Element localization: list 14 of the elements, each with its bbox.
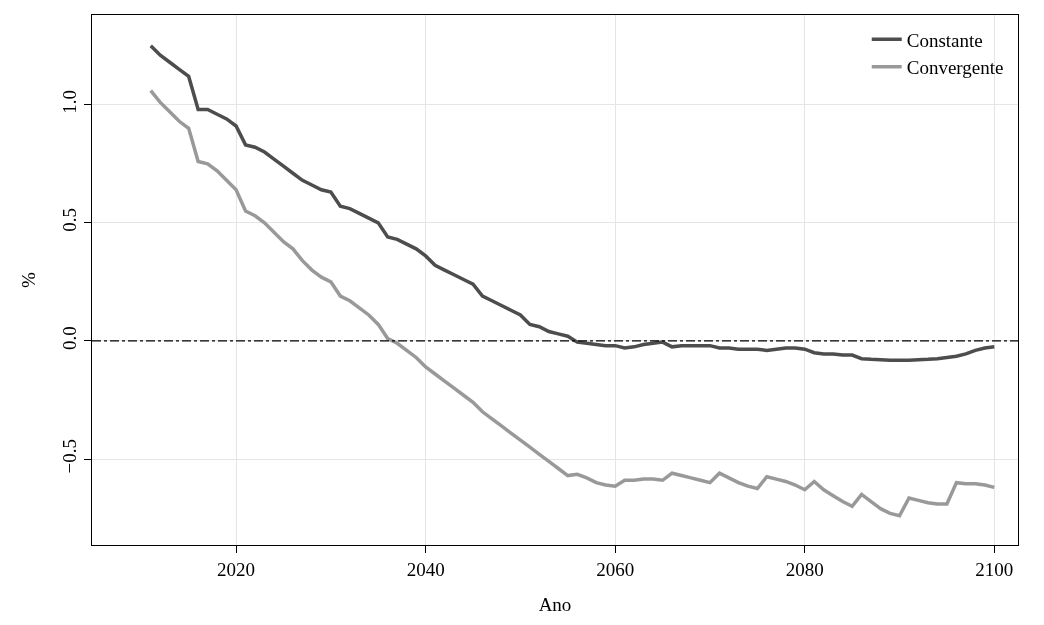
x-tick-label: 2020: [217, 558, 256, 580]
x-tick-label: 2100: [975, 558, 1014, 580]
y-tick-label: −0.5: [59, 438, 81, 474]
legend-label: Convergente: [906, 57, 1004, 79]
line-series: [149, 88, 997, 518]
x-tick-label: 2040: [406, 558, 445, 580]
legend-label: Constante: [906, 29, 983, 51]
y-tick-label: 0.0: [59, 326, 81, 350]
x-tick-label: 2080: [785, 558, 824, 580]
y-tick-label: 0.5: [59, 208, 81, 232]
x-axis-title: Ano: [538, 593, 572, 615]
y-axis-title: %: [18, 271, 40, 288]
x-tick-label: 2060: [596, 558, 635, 580]
y-tick-label: 1.0: [59, 90, 81, 114]
